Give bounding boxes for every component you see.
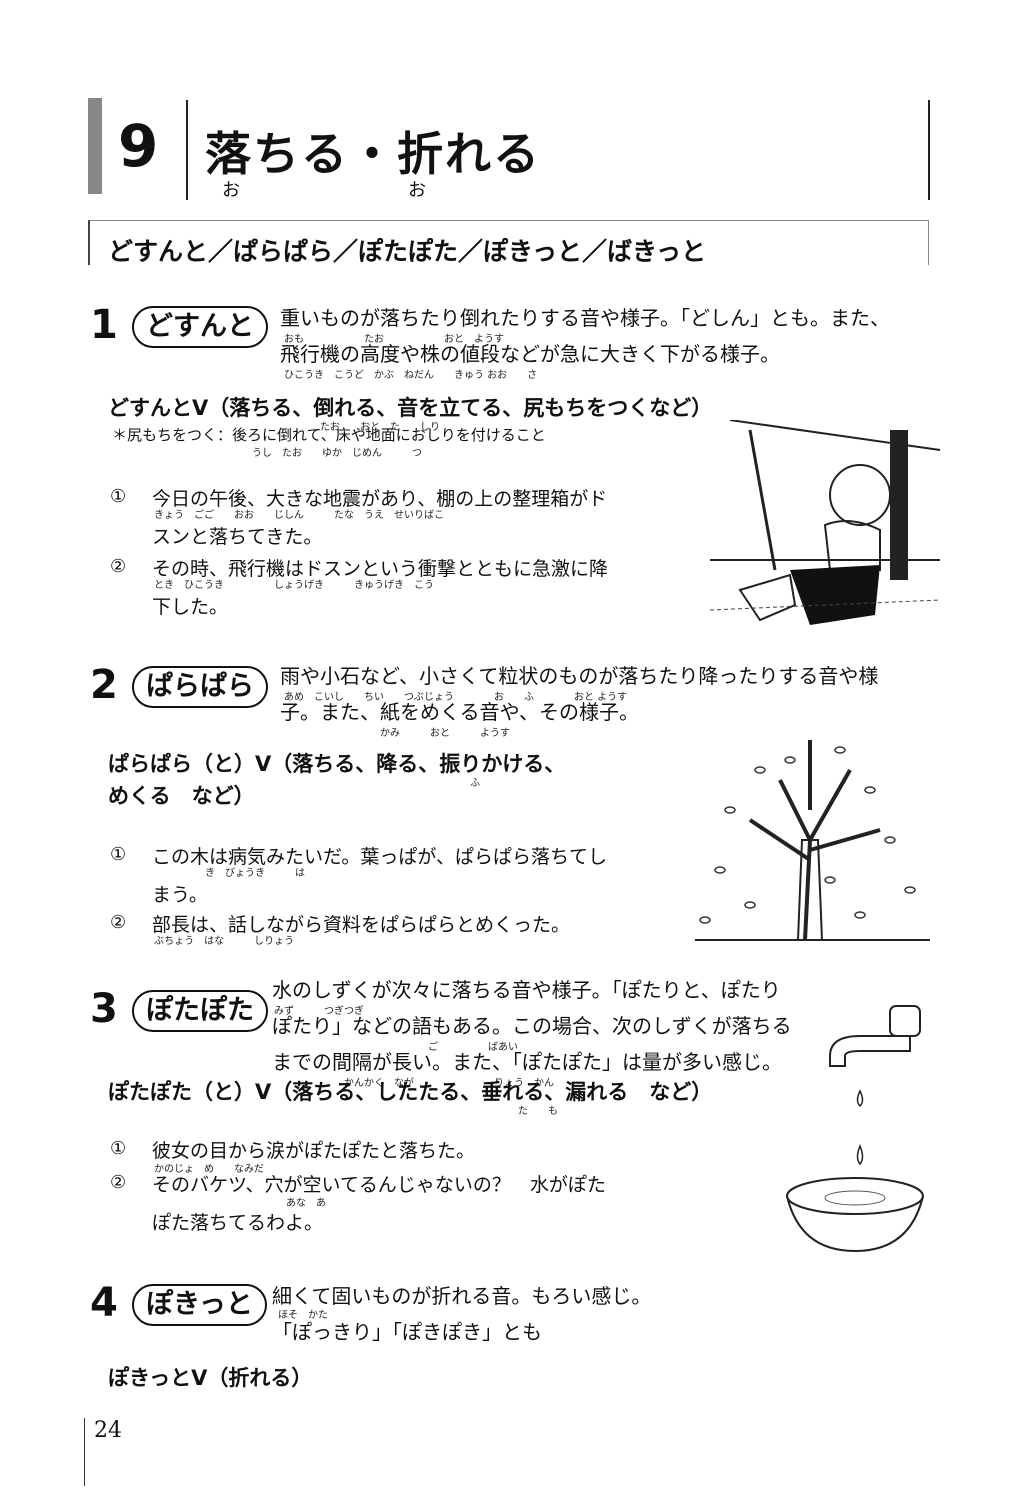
chapter-ruby-1: お	[222, 180, 240, 201]
example-ruby: かのじょ め なみだ	[154, 1164, 264, 1175]
desc-ruby: みず つぎつぎ	[274, 1006, 364, 1017]
desc-line: 子。また、紙をめくる音や、その様子。	[280, 700, 639, 724]
entry-description: 水のしずくが次々に落ちる音や様子。「ぽたりと、ぽたり ぽたり」などの語もある。こ…	[272, 972, 792, 1080]
example-number: ①	[110, 1138, 127, 1159]
page-number-line	[84, 1418, 85, 1486]
example-line: その時、飛行機はドスンという衝撃とともに急激に降	[152, 558, 609, 580]
chapter-bar	[88, 98, 102, 194]
example-line: 彼女の目から涙がぽたぽたと落ちた。	[152, 1140, 476, 1162]
entry-number: 3	[90, 986, 118, 1032]
example-ruby: き びょうき は	[205, 868, 305, 879]
usage-pattern: どすんとV（落ちる、倒れる、音を立てる、尻もちをつくなど）	[108, 396, 713, 420]
entry-number: 4	[90, 1280, 118, 1326]
chapter-title: 落ちる・折れる	[205, 127, 541, 181]
illustration-tree	[695, 740, 930, 941]
entry-description: 重いものが落ちたり倒れたりする音や様子。「どしん」とも。また、 飛行機の高度や株…	[280, 300, 890, 372]
desc-ruby: あめ こいし ちい つぶじょう お ふ おと ようす	[284, 692, 628, 703]
usage-pattern: ぱらぱら（と）V（落ちる、降る、振りかける、	[108, 752, 566, 776]
example-line: ぽた落ちてるわよ。	[152, 1212, 324, 1234]
chapter-right-line	[928, 100, 930, 200]
usage-pattern-cont: めくる など）	[108, 784, 255, 808]
desc-ruby: ほそ かた	[278, 1310, 328, 1321]
chapter-number: 9	[118, 112, 159, 180]
desc-line: 「ぽっきり」「ぽきぽき」とも	[272, 1320, 542, 1344]
usage-pattern: ぽたぽた（と）V（落ちる、したたる、垂れる、漏れる など）	[108, 1080, 713, 1104]
example-text: この木は病気みたいだ。葉っぱが、ぱらぱら落ちてし まう。	[152, 838, 607, 914]
entry-description: 雨や小石など、小さくて粒状のものが落ちたり降ったりする音や様 子。また、紙をめく…	[280, 658, 878, 730]
example-text: 今日の午後、大きな地震があり、棚の上の整理箱がド スンと落ちてきた。	[152, 480, 607, 556]
example-number: ②	[110, 912, 127, 933]
example-line: 今日の午後、大きな地震があり、棚の上の整理箱がド	[152, 488, 608, 510]
example-ruby: とき ひこうき しょうげき きゅうげき こう	[154, 580, 434, 591]
pattern-ruby: た も	[518, 1106, 558, 1117]
usage-note: ＊尻もちをつく：後ろに倒れて、床や地面におしりを付けること	[112, 426, 546, 444]
desc-ruby: ご ばあい	[428, 1042, 518, 1053]
entry-word: どすんと	[132, 306, 268, 348]
desc-ruby: かみ おと ようす	[380, 728, 510, 739]
example-ruby: きょう ごご おお じしん たな うえ せいりばこ	[154, 510, 444, 521]
example-number: ①	[110, 486, 127, 507]
entry-number: 1	[90, 302, 118, 348]
illustration-fall	[709, 420, 941, 625]
entry-word: ぽたぽた	[132, 990, 268, 1032]
example-ruby: ぶちょう はな しりょう	[154, 936, 295, 947]
desc-line: 水のしずくが次々に落ちる音や様子。「ぽたりと、ぽたり	[272, 978, 781, 1002]
example-text: 部長は、話しながら資料をぱらぱらとめくった。	[152, 906, 570, 944]
entry-word: ぱらぱら	[132, 666, 268, 708]
desc-line: 重いものが落ちたり倒れたりする音や様子。「どしん」とも。また、	[280, 306, 890, 330]
example-line: スンと落ちてきた。	[152, 526, 323, 548]
example-number: ①	[110, 844, 127, 865]
desc-ruby: かんかく なが りょう かん	[344, 1078, 554, 1089]
example-number: ②	[110, 1172, 127, 1193]
example-text: 彼女の目から涙がぽたぽたと落ちた。	[152, 1132, 475, 1170]
desc-ruby: ひこうき こうど かぶ ねだん きゅう おお さ	[284, 370, 538, 381]
example-ruby: あな あ	[286, 1198, 326, 1209]
usage-pattern: ぽきっとV（折れる）	[108, 1366, 313, 1390]
illustration-faucet	[786, 1005, 924, 1253]
desc-line: 飛行機の高度や株の値段などが急に大きく下がる様子。	[280, 342, 780, 366]
example-line: まう。	[152, 884, 208, 906]
word-list: どすんと／ぱらぱら／ぽたぽた／ぽきっと／ばきっと	[108, 237, 707, 266]
desc-line: までの間隔が長い。また、「ぽたぽた」は量が多い感じ。	[272, 1050, 782, 1074]
chapter-ruby-2: お	[408, 180, 426, 201]
example-line: 下した。	[152, 596, 229, 618]
pattern-ruby: たお おと た しり	[320, 422, 440, 433]
pattern-ruby: ふ	[470, 778, 480, 789]
chapter-separator	[186, 100, 188, 200]
example-number: ②	[110, 556, 127, 577]
entry-number: 2	[90, 662, 118, 708]
entry-description: 細くて固いものが折れる音。もろい感じ。 「ぽっきり」「ぽきぽき」とも	[272, 1278, 651, 1350]
example-line: 部長は、話しながら資料をぱらぱらとめくった。	[152, 914, 571, 936]
example-text: その時、飛行機はドスンという衝撃とともに急激に降 下した。	[152, 550, 608, 626]
desc-line: 雨や小石など、小さくて粒状のものが落ちたり降ったりする音や様	[280, 664, 879, 688]
example-text: そのバケツ、穴が空いてるんじゃないの？ 水がぽた ぽた落ちてるわよ。	[152, 1166, 606, 1242]
desc-line: ぽたり」などの語もある。この場合、次のしずくが落ちる	[272, 1014, 792, 1038]
example-line: この木は病気みたいだ。葉っぱが、ぱらぱら落ちてし	[152, 846, 608, 868]
entry-word: ぽきっと	[132, 1284, 267, 1326]
example-line: そのバケツ、穴が空いてるんじゃないの？ 水がぽた	[152, 1174, 606, 1196]
desc-ruby: おも たお おと ようす	[284, 334, 504, 345]
page-number: 24	[94, 1418, 122, 1443]
desc-line: 細くて固いものが折れる音。もろい感じ。	[272, 1284, 652, 1308]
word-list-box	[88, 220, 929, 265]
note-ruby: うし たお ゆか じめん つ	[252, 448, 422, 459]
